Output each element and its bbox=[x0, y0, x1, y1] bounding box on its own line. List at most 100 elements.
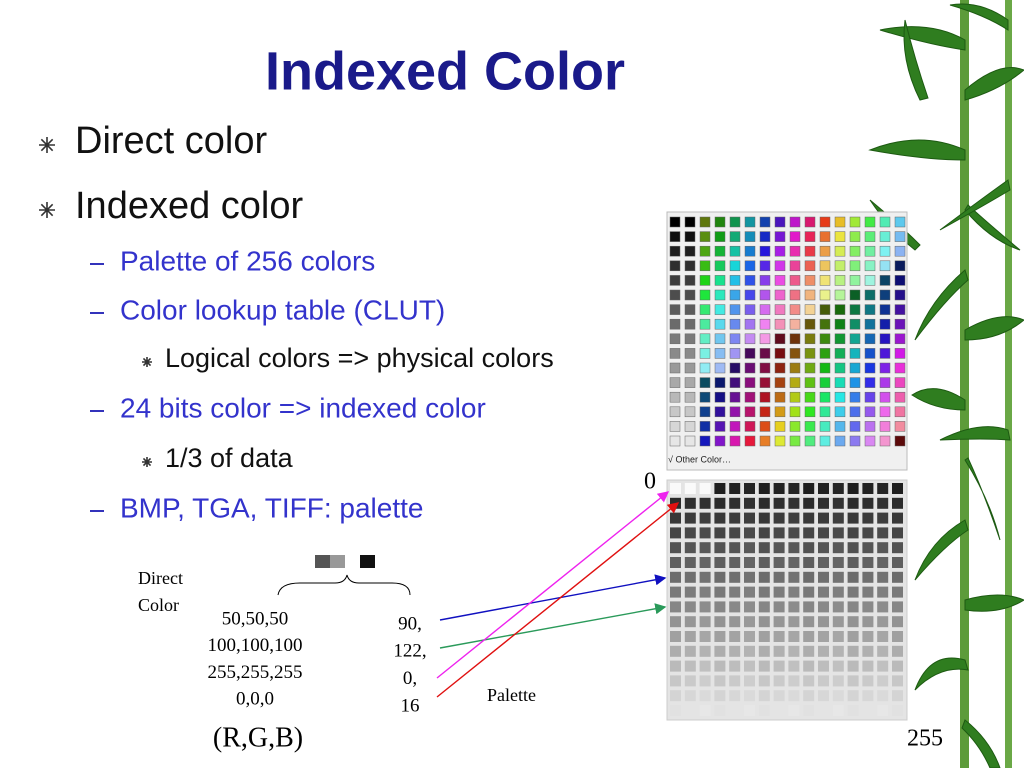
gray-cell bbox=[847, 571, 859, 583]
color-cell bbox=[879, 260, 891, 272]
color-cell bbox=[789, 362, 801, 374]
color-cell bbox=[744, 275, 756, 286]
gray-cell bbox=[818, 571, 829, 583]
color-cell bbox=[699, 377, 711, 388]
color-cell bbox=[729, 216, 741, 228]
color-cell bbox=[774, 304, 786, 315]
gray-cell bbox=[684, 512, 696, 524]
gray-cell bbox=[847, 586, 859, 598]
color-cell bbox=[834, 289, 846, 301]
bullet-text: Logical colors => physical colors bbox=[165, 343, 554, 373]
gray-cell bbox=[714, 512, 726, 524]
gray-cell bbox=[818, 497, 829, 509]
color-cell bbox=[879, 348, 891, 359]
gray-cell bbox=[847, 601, 859, 613]
color-cell bbox=[804, 391, 816, 403]
color-cell bbox=[819, 275, 831, 286]
palette-label: Palette bbox=[487, 685, 536, 705]
color-cell bbox=[714, 260, 726, 272]
color-cell bbox=[774, 245, 786, 257]
gray-cell bbox=[818, 586, 829, 598]
slide-title: Indexed Color bbox=[265, 41, 625, 101]
gray-cell bbox=[744, 542, 755, 554]
color-cell bbox=[714, 275, 726, 286]
gray-cell bbox=[684, 571, 696, 583]
color-cell bbox=[729, 348, 741, 359]
color-cell bbox=[714, 391, 726, 403]
gray-cell bbox=[699, 497, 711, 509]
gray-cell bbox=[699, 660, 711, 672]
gray-cell bbox=[892, 645, 903, 657]
color-cell bbox=[819, 435, 831, 447]
color-cell bbox=[849, 231, 861, 242]
gray-palette bbox=[666, 479, 908, 721]
gray-cell bbox=[670, 705, 681, 716]
gray-cell bbox=[892, 557, 903, 568]
color-cell bbox=[834, 421, 846, 432]
color-cell bbox=[849, 289, 861, 301]
gray-cell bbox=[744, 675, 755, 687]
gray-cell bbox=[773, 631, 785, 642]
gray-cell bbox=[729, 586, 741, 598]
color-cell bbox=[759, 245, 771, 257]
gray-cell bbox=[803, 645, 815, 657]
gray-cell bbox=[714, 675, 726, 687]
gray-cell bbox=[877, 512, 889, 524]
gray-cell bbox=[670, 601, 681, 613]
gray-cell bbox=[832, 645, 844, 657]
color-cell bbox=[834, 275, 846, 286]
index-value: 0, bbox=[403, 668, 417, 689]
color-cell bbox=[759, 362, 771, 374]
color-cell bbox=[834, 435, 846, 447]
color-cell bbox=[879, 289, 891, 301]
color-cell bbox=[849, 275, 861, 286]
gray-cell bbox=[803, 557, 815, 568]
gray-cell bbox=[818, 645, 829, 657]
color-cell bbox=[834, 348, 846, 359]
gray-cell bbox=[818, 483, 829, 494]
gray-cell bbox=[818, 690, 829, 702]
color-cell bbox=[879, 377, 891, 388]
color-cell bbox=[849, 348, 861, 359]
gray-cell bbox=[892, 571, 903, 583]
color-cell bbox=[774, 289, 786, 301]
color-cell bbox=[894, 333, 906, 345]
color-cell bbox=[774, 333, 786, 345]
gray-cell bbox=[892, 675, 903, 687]
gray-cell bbox=[892, 527, 903, 539]
color-cell bbox=[894, 260, 906, 272]
color-cell bbox=[669, 435, 681, 447]
gray-cell bbox=[818, 557, 829, 568]
color-cell bbox=[744, 245, 756, 257]
gray-cell bbox=[758, 542, 770, 554]
color-cell bbox=[879, 275, 891, 286]
color-cell bbox=[834, 245, 846, 257]
gray-cell bbox=[892, 616, 903, 628]
gray-cell bbox=[729, 512, 741, 524]
gray-cell bbox=[684, 497, 696, 509]
color-cell bbox=[699, 333, 711, 345]
gray-cell bbox=[670, 631, 681, 642]
color-cell bbox=[819, 406, 831, 418]
color-cell bbox=[864, 231, 876, 242]
color-cell bbox=[669, 391, 681, 403]
color-cell bbox=[819, 333, 831, 345]
gray-cell bbox=[729, 616, 741, 628]
color-cell bbox=[759, 421, 771, 432]
color-cell bbox=[864, 289, 876, 301]
gray-cell bbox=[670, 512, 681, 524]
color-cell bbox=[759, 377, 771, 388]
rgb-value: 100,100,100 bbox=[208, 635, 303, 656]
color-cell bbox=[819, 216, 831, 228]
gray-cell bbox=[670, 645, 681, 657]
palette-start: 0 bbox=[644, 469, 656, 495]
gray-cell bbox=[714, 497, 726, 509]
color-cell bbox=[729, 391, 741, 403]
gray-cell bbox=[892, 483, 903, 494]
color-cell bbox=[744, 260, 756, 272]
color-cell bbox=[819, 260, 831, 272]
gray-cell bbox=[684, 690, 696, 702]
color-cell bbox=[894, 362, 906, 374]
color-cell bbox=[714, 435, 726, 447]
color-cell bbox=[714, 362, 726, 374]
